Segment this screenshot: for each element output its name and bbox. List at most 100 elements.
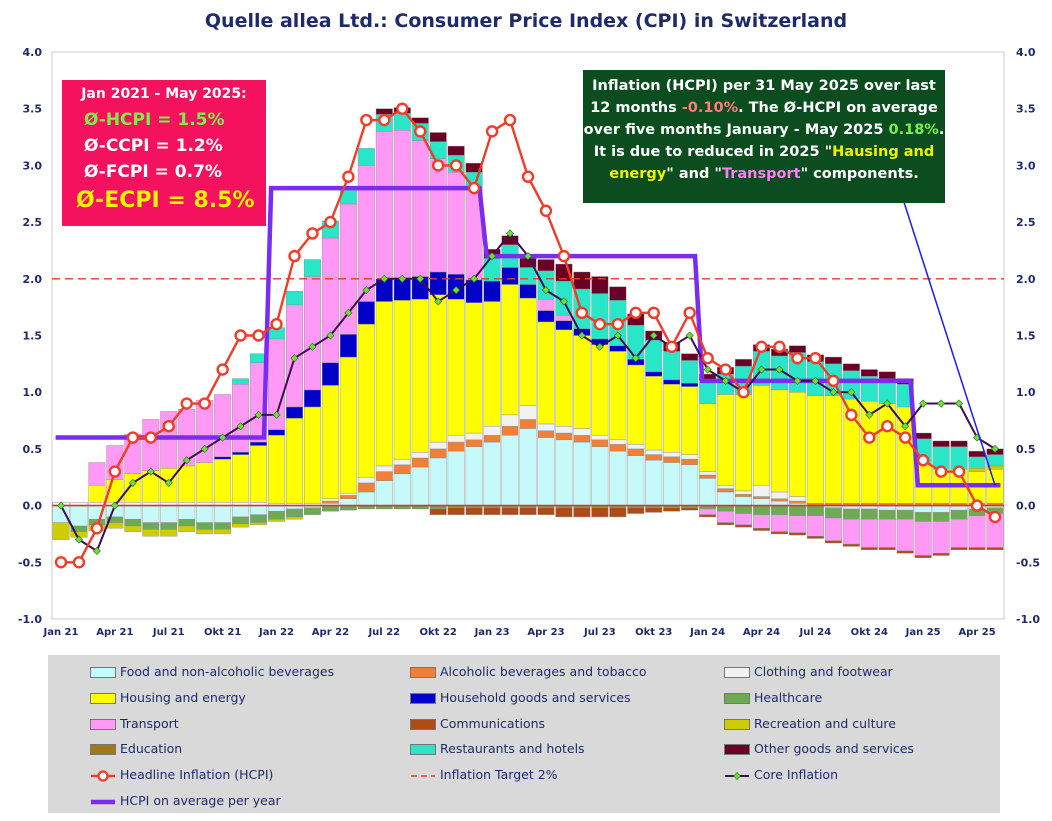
core-inflation-point bbox=[811, 376, 820, 385]
bar-segment bbox=[196, 522, 214, 530]
core-inflation-point bbox=[236, 422, 245, 431]
bar-segment bbox=[124, 505, 142, 520]
bar-segment bbox=[753, 505, 770, 515]
note-right-text: " components. bbox=[800, 166, 919, 182]
bar-segment bbox=[411, 466, 429, 506]
y-tick-label-left: 3.5 bbox=[23, 103, 43, 116]
bar-segment bbox=[663, 384, 681, 453]
y-tick-label-right: 2.0 bbox=[1016, 273, 1036, 286]
headline-inflation-point bbox=[342, 170, 355, 183]
bar-segment bbox=[321, 385, 339, 499]
legend-item: Food and non-alcoholic beverages bbox=[90, 663, 334, 681]
bar-segment bbox=[160, 522, 178, 530]
bar-segment bbox=[717, 511, 735, 523]
bar-segment bbox=[771, 389, 788, 493]
bar-segment bbox=[106, 522, 124, 529]
bar-segment bbox=[573, 507, 591, 518]
headline-inflation-point bbox=[863, 431, 876, 444]
bar-segment bbox=[788, 345, 806, 353]
bar-segment bbox=[501, 414, 519, 427]
bar-segment bbox=[932, 440, 950, 447]
bar-segment bbox=[411, 452, 429, 459]
bar-segment bbox=[878, 371, 896, 379]
bar-segment bbox=[321, 498, 339, 502]
bar-segment bbox=[178, 505, 196, 520]
bar-segment bbox=[645, 507, 663, 513]
legend-swatch bbox=[90, 667, 116, 678]
bar-segment bbox=[878, 519, 896, 548]
bar-segment bbox=[860, 519, 878, 548]
bar-segment bbox=[806, 505, 824, 517]
bar-segment bbox=[681, 454, 699, 460]
y-tick-label-right: 0.5 bbox=[1016, 443, 1036, 456]
bar-segment bbox=[303, 406, 321, 504]
core-inflation-point bbox=[56, 501, 66, 510]
bar-segment bbox=[717, 484, 735, 489]
core-inflation-point bbox=[847, 388, 856, 397]
bar-segment bbox=[663, 507, 681, 512]
bar-segment bbox=[483, 507, 501, 515]
bar-segment bbox=[465, 302, 483, 434]
bar-segment bbox=[519, 419, 537, 429]
legend-swatch bbox=[724, 667, 750, 678]
bar-segment bbox=[232, 505, 250, 518]
bar-segment bbox=[555, 432, 573, 441]
headline-inflation-point bbox=[809, 351, 822, 365]
bar-segment bbox=[250, 514, 268, 523]
bar-segment bbox=[537, 321, 555, 425]
legend-swatch bbox=[410, 718, 436, 730]
headline-inflation-point bbox=[360, 113, 373, 127]
bar-segment bbox=[645, 371, 663, 377]
headline-inflation-point bbox=[845, 408, 858, 422]
bar-segment bbox=[735, 359, 753, 367]
bar-segment bbox=[609, 507, 627, 518]
headline-inflation-point bbox=[773, 340, 786, 354]
bar-segment bbox=[501, 507, 519, 515]
bar-segment bbox=[465, 507, 483, 515]
y-tick-label-right: 1.5 bbox=[1016, 330, 1036, 343]
legend-swatch bbox=[724, 692, 750, 704]
note-right-value: 0.18% bbox=[888, 122, 939, 138]
bar-segment bbox=[357, 491, 375, 506]
headline-inflation-point bbox=[899, 431, 912, 444]
bar-segment bbox=[447, 435, 465, 443]
bar-segment bbox=[950, 509, 968, 520]
headline-inflation-point bbox=[593, 317, 607, 331]
x-tick-label: Jan 24 bbox=[689, 627, 725, 638]
bar-segment bbox=[932, 505, 950, 513]
legend-swatch bbox=[724, 744, 750, 756]
bar-segment bbox=[609, 450, 627, 506]
bar-segment bbox=[645, 454, 663, 461]
y-tick-label-right: 3.0 bbox=[1016, 159, 1036, 172]
bar-segment bbox=[824, 356, 842, 365]
headline-inflation-point bbox=[431, 159, 445, 172]
bar-segment bbox=[645, 376, 663, 451]
legend-swatch bbox=[410, 692, 436, 704]
core-inflation-point bbox=[128, 478, 137, 487]
note-right-text: . bbox=[938, 122, 945, 138]
bar-segment bbox=[896, 519, 914, 552]
bar-segment bbox=[124, 519, 142, 527]
bar-segment bbox=[950, 440, 968, 447]
bar-segment bbox=[483, 435, 501, 443]
bar-segment bbox=[591, 435, 609, 441]
legend-item: Inflation Target 2% bbox=[410, 766, 558, 784]
bar-segment bbox=[429, 448, 447, 459]
bar-segment bbox=[214, 394, 232, 458]
bar-segment bbox=[950, 547, 968, 551]
bar-segment bbox=[70, 505, 88, 527]
bar-segment bbox=[753, 514, 770, 529]
bar-segment bbox=[914, 432, 932, 439]
y-tick-label-left: 3.0 bbox=[23, 159, 43, 172]
headline-inflation-point bbox=[180, 397, 193, 410]
core-inflation-point bbox=[541, 286, 550, 295]
bar-segment bbox=[268, 519, 285, 522]
bar-segment bbox=[699, 380, 717, 404]
bar-segment bbox=[806, 515, 824, 537]
x-tick-label: Jul 21 bbox=[152, 627, 185, 638]
core-inflation-point bbox=[685, 331, 694, 340]
bar-segment bbox=[286, 508, 303, 518]
headline-inflation-point bbox=[216, 363, 229, 376]
bar-segment bbox=[268, 511, 285, 520]
bar-segment bbox=[429, 158, 447, 273]
